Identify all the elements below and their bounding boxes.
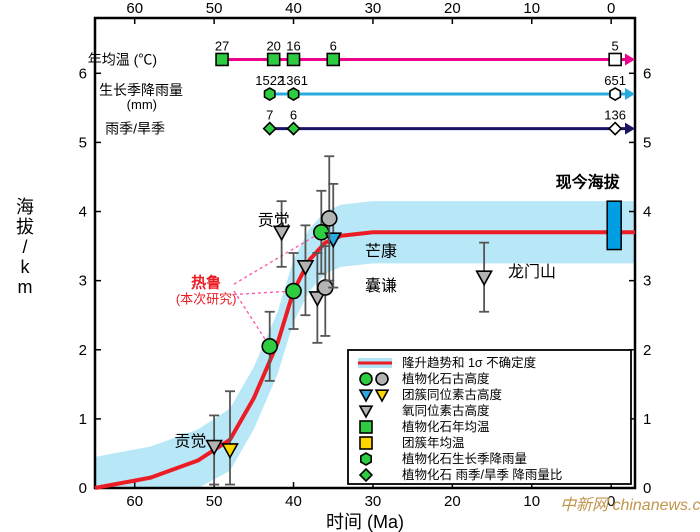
track-arrow-icon — [625, 123, 635, 135]
ytick-label: 5 — [79, 134, 87, 151]
marker-diamond — [264, 123, 276, 135]
marker-square — [268, 53, 280, 65]
ylabel: 海拔/km — [16, 197, 34, 297]
xlabel: 时间 (Ma) — [326, 512, 404, 532]
marker-circle — [314, 225, 329, 240]
track-value: 5 — [612, 38, 619, 53]
legend-item-text: 团簇同位素古高度 — [402, 387, 503, 402]
marker-diamond — [288, 123, 300, 135]
modern-elev-bar — [607, 201, 621, 249]
legend-item-text: 植物化石 雨季/旱季 降雨量比 — [402, 467, 562, 482]
xtick-top-label: 50 — [206, 0, 223, 17]
legend-item-text: 氧同位素古高度 — [402, 403, 490, 418]
site-label: 贡觉 — [174, 433, 206, 451]
xtick-top-label: 40 — [285, 0, 302, 17]
ytick-label: 4 — [79, 204, 87, 221]
watermark: 中新网 chinanews.com — [560, 496, 700, 514]
marker-square — [609, 53, 621, 65]
xtick-top-label: 30 — [365, 0, 382, 17]
legend-item-text: 植物化石生长季降雨量 — [402, 451, 527, 466]
xtick-top-label: 10 — [523, 0, 540, 17]
site-label: 囊谦 — [365, 277, 397, 295]
ytick-r-label: 2 — [643, 342, 651, 359]
track-arrow-icon — [625, 53, 635, 65]
site-label: 贡觉 — [258, 211, 290, 229]
ytick-r-label: 5 — [643, 134, 651, 151]
track-value: 651 — [604, 73, 626, 88]
marker-hex — [265, 88, 275, 100]
marker-square — [216, 53, 228, 65]
marker-hex — [288, 88, 298, 100]
marker-hex — [361, 453, 371, 465]
track-value: 136 — [604, 108, 626, 123]
ytick-label: 6 — [79, 65, 87, 82]
xtick-label: 60 — [126, 493, 143, 510]
xtick-top-label: 20 — [444, 0, 461, 17]
marker-square — [360, 421, 372, 433]
ytick-r-label: 6 — [643, 65, 651, 82]
marker-triangle — [477, 271, 492, 285]
ytick-label: 2 — [79, 342, 87, 359]
track-label-temp: 年均温 (℃) — [88, 51, 157, 67]
track-arrow-icon — [625, 88, 635, 100]
relu-sublabel: (本次研究) — [176, 292, 237, 307]
relu-label: 热鲁 — [191, 274, 221, 292]
marker-circle — [286, 284, 301, 299]
ytick-r-label: 1 — [643, 411, 651, 428]
xtick-top-label: 0 — [607, 0, 615, 17]
legend-item-text: 植物化石古高度 — [402, 371, 490, 386]
xtick-label: 20 — [444, 493, 461, 510]
ytick-label: 0 — [79, 480, 87, 497]
legend-item-text: 团簇年均温 — [402, 435, 465, 450]
marker-square — [327, 53, 339, 65]
track-value: 6 — [330, 38, 337, 53]
modern-elev-label: 现今海拔 — [556, 172, 621, 191]
track-label-ratio: 雨季/旱季 — [105, 121, 165, 137]
site-label: 龙门山 — [508, 263, 556, 281]
ytick-r-label: 0 — [643, 480, 651, 497]
xtick-label: 30 — [365, 493, 382, 510]
marker-circle — [262, 339, 277, 354]
marker-circle — [376, 373, 388, 385]
track-value: 27 — [215, 38, 229, 53]
xtick-label: 50 — [206, 493, 223, 510]
xtick-label: 10 — [523, 493, 540, 510]
connector-dash — [234, 291, 270, 346]
track-label-rain2: (mm) — [127, 97, 157, 112]
ytick-r-label: 3 — [643, 273, 651, 290]
track-value: 6 — [290, 108, 297, 123]
marker-diamond — [609, 123, 621, 135]
track-value: 16 — [286, 38, 300, 53]
site-label: 芒康 — [365, 242, 397, 260]
track-value: 20 — [266, 38, 280, 53]
marker-hex — [610, 88, 620, 100]
marker-square — [360, 437, 372, 449]
track-value: 7 — [266, 108, 273, 123]
track-label-rain: 生长季降雨量 — [99, 82, 183, 98]
ytick-r-label: 4 — [643, 204, 651, 221]
ytick-label: 1 — [79, 411, 87, 428]
legend-item-text: 隆升趋势和 1σ 不确定度 — [402, 355, 537, 370]
track-value: 1361 — [279, 73, 308, 88]
marker-square — [288, 53, 300, 65]
xtick-label: 40 — [285, 493, 302, 510]
marker-circle — [360, 373, 372, 385]
marker-circle — [322, 211, 337, 226]
xtick-top-label: 60 — [126, 0, 143, 17]
ytick-label: 3 — [79, 273, 87, 290]
legend-item-text: 植物化石年均温 — [402, 419, 490, 434]
